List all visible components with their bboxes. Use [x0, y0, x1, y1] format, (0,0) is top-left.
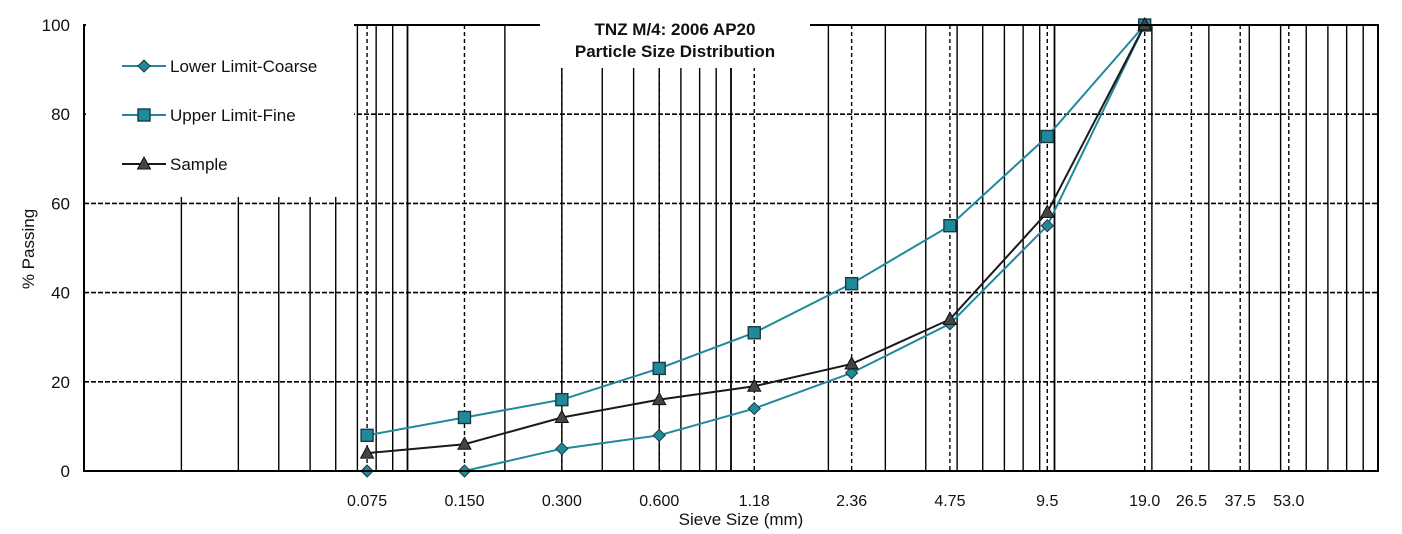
x-tick-label: 37.5: [1225, 493, 1256, 510]
data-point: [747, 326, 761, 340]
data-point: [652, 361, 666, 376]
data-point: [359, 445, 375, 459]
data-point: [1040, 129, 1054, 144]
legend-marker: [137, 108, 151, 122]
series-group: [359, 16, 1153, 478]
data-point: [1040, 218, 1054, 233]
x-axis-label: Sieve Size (mm): [679, 510, 804, 529]
x-tick-label: 4.75: [934, 493, 965, 510]
x-tick-label: 1.18: [739, 493, 770, 510]
chart-title-line-1: TNZ M/4: 2006 AP20: [595, 20, 756, 39]
series-1: [360, 18, 1152, 443]
data-point: [457, 436, 472, 450]
x-tick-label: 2.36: [836, 493, 867, 510]
legend-box: [86, 22, 354, 197]
legend-marker: [137, 59, 151, 73]
x-tick-label: 0.075: [347, 493, 387, 510]
x-tick-label: 9.5: [1036, 493, 1058, 510]
data-point: [555, 392, 569, 407]
y-tick-label: 60: [51, 194, 70, 213]
x-tick-label: 0.600: [639, 493, 679, 510]
x-tick-label: 0.150: [444, 493, 484, 510]
data-point: [746, 378, 762, 392]
data-point: [943, 218, 957, 233]
data-point: [844, 355, 859, 370]
data-point: [360, 428, 374, 443]
axes: 0 20 40 60 80 100 0.075 0.150 0.300 0.600 1.18 2.36…: [42, 16, 1305, 510]
data-point: [555, 441, 569, 456]
y-axis-label: % Passing: [19, 209, 38, 289]
y-tick-label: 80: [51, 105, 70, 124]
x-tick-label: 19.0: [1129, 493, 1160, 510]
data-point: [1039, 204, 1055, 218]
chart-title-line-2: Particle Size Distribution: [575, 42, 775, 61]
data-point: [747, 401, 761, 416]
y-tick-label: 0: [61, 462, 70, 481]
data-point: [844, 276, 859, 291]
x-tick-label: 26.5: [1176, 493, 1207, 510]
data-point: [942, 311, 958, 325]
x-tick-label: 0.300: [542, 493, 582, 510]
data-point: [554, 409, 570, 423]
legend-label: Sample: [170, 155, 228, 174]
data-point: [651, 391, 667, 406]
legend-label: Upper Limit-Fine: [170, 106, 296, 125]
title-box: [540, 14, 810, 68]
x-tick-label: 53.0: [1273, 493, 1304, 510]
y-tick-label: 40: [51, 284, 70, 303]
data-point: [844, 366, 859, 380]
legend: Lower Limit-Coarse Upper Limit-Fine Sample: [86, 22, 354, 197]
data-point: [457, 410, 472, 425]
data-point: [652, 428, 666, 443]
y-tick-label: 100: [42, 16, 70, 35]
legend-marker: [136, 155, 152, 170]
y-tick-label: 20: [51, 373, 70, 392]
legend-label: Lower Limit-Coarse: [170, 57, 317, 76]
